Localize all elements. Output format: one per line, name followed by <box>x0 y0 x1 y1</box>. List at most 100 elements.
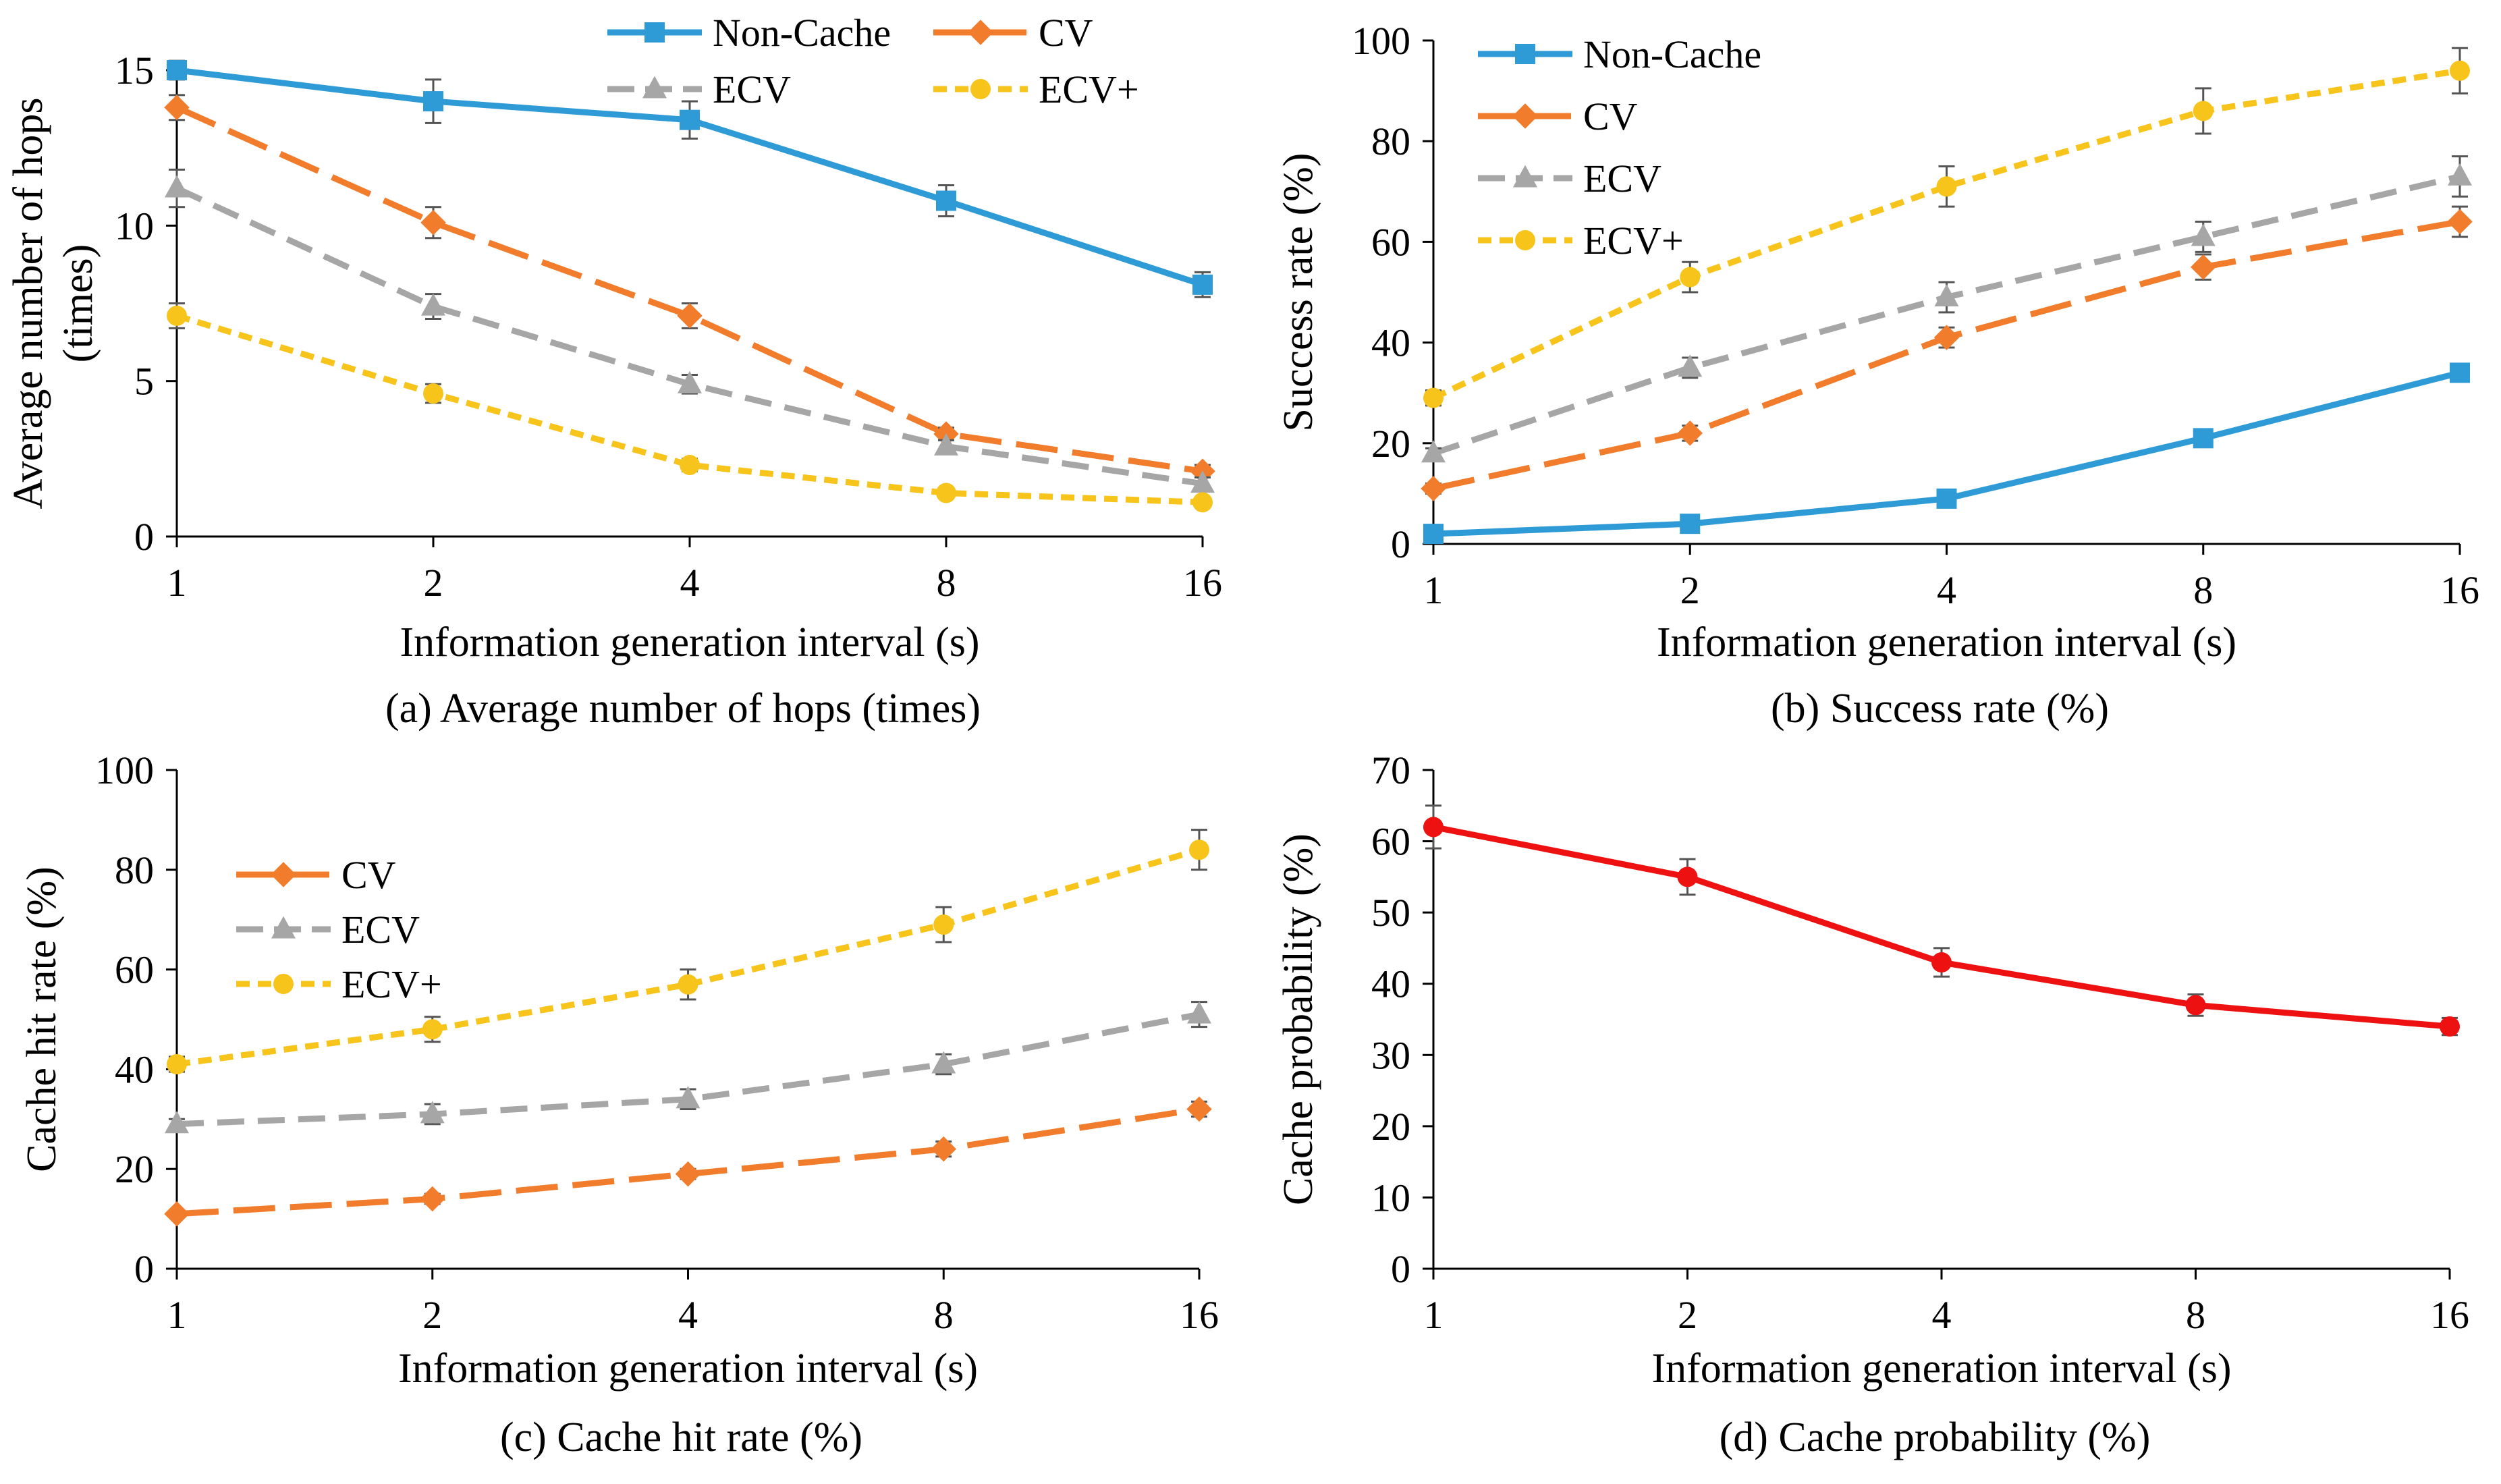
data-point-cv <box>931 1136 956 1162</box>
data-point-non_cache <box>1192 274 1213 295</box>
x-tick-label: 1 <box>1424 568 1444 612</box>
series-ecv <box>1421 155 2472 463</box>
x-tick-label: 8 <box>934 1293 954 1337</box>
data-point-ecv <box>1190 470 1215 493</box>
legend-label: Non-Cache <box>1583 32 1761 76</box>
x-tick-label: 16 <box>1180 1293 1219 1337</box>
legend-marker-ecv_plus <box>273 974 294 994</box>
y-axis-title: Success rate (%) <box>1275 153 1321 431</box>
x-tick-label: 4 <box>1937 568 1956 612</box>
legend-item-ecv: ECV <box>1478 157 1661 200</box>
y-tick-label: 50 <box>1371 891 1410 935</box>
y-tick-label: 60 <box>115 948 154 992</box>
legend-item-ecv: ECV <box>236 908 420 952</box>
data-point-non_cache <box>680 109 700 130</box>
legend-item-non_cache: Non-Cache <box>1478 32 1761 76</box>
chart-caption: (b) Success rate (%) <box>1771 686 2109 732</box>
data-point-cv <box>1933 325 1960 350</box>
legend-label: CV <box>341 853 396 897</box>
series-line-ecv_plus <box>1432 67 2461 401</box>
data-point-ecv_plus <box>678 974 698 995</box>
data-point-cache_prob <box>2440 1016 2460 1037</box>
x-tick-label: 4 <box>1932 1293 1952 1337</box>
series-line-non_cache <box>1433 369 2461 537</box>
data-point-non_cache <box>1680 514 1701 534</box>
x-tick-label: 1 <box>1424 1293 1444 1337</box>
data-point-ecv_plus <box>936 483 956 503</box>
data-point-ecv <box>934 433 958 456</box>
data-point-ecv_plus <box>1189 840 1209 860</box>
data-point-ecv_plus <box>422 1019 443 1040</box>
data-point-cv <box>164 94 190 121</box>
y-tick-label: 10 <box>115 204 154 248</box>
data-point-ecv <box>421 293 445 316</box>
y-tick-label: 20 <box>115 1147 154 1191</box>
x-tick-label: 8 <box>2186 1293 2205 1337</box>
y-tick-label: 0 <box>1391 522 1410 566</box>
data-point-ecv <box>165 175 189 198</box>
y-axis-title: Cache hit rate (%) <box>19 867 65 1172</box>
x-tick-label: 2 <box>424 561 443 605</box>
y-tick-label: 100 <box>95 748 154 792</box>
data-point-ecv <box>1934 283 1959 306</box>
data-point-ecv_plus <box>167 305 187 326</box>
series-ecv_plus <box>167 829 1209 1075</box>
chart-b: 0 20 40 60 80 100 1 2 4 8 16 Information generation… <box>1275 19 2479 732</box>
legend-item-ecv_plus: ECV+ <box>933 67 1139 111</box>
data-point-non_cache <box>936 190 956 211</box>
y-axis-title: Cache probability (%) <box>1275 833 1321 1205</box>
data-point-ecv_plus <box>1936 176 1957 197</box>
y-tick-label: 80 <box>1371 119 1410 163</box>
data-point-ecv <box>1678 354 1703 377</box>
data-point-ecv <box>676 1086 700 1109</box>
data-point-ecv_plus <box>423 383 443 404</box>
data-point-cv <box>675 1161 701 1187</box>
data-point-ecv_plus <box>933 914 954 935</box>
y-tick-label: 30 <box>1371 1033 1410 1077</box>
chart-caption: (a) Average number of hops (times) <box>385 686 981 732</box>
data-point-cv <box>1186 1096 1212 1122</box>
legend-item-ecv_plus: ECV+ <box>1478 219 1684 263</box>
data-point-cv <box>2447 209 2473 235</box>
legend-marker-ecv <box>271 916 296 939</box>
data-point-ecv <box>1187 1001 1211 1024</box>
data-point-ecv <box>165 1111 189 1134</box>
legend-item-non_cache: Non-Cache <box>607 11 891 55</box>
data-point-ecv <box>2448 163 2472 186</box>
legend-label: ECV+ <box>1583 219 1684 263</box>
y-tick-label: 0 <box>134 515 154 559</box>
series-ecv_plus <box>1423 47 2470 408</box>
data-point-cv <box>2191 254 2216 280</box>
y-tick-label: 20 <box>1371 422 1410 466</box>
data-point-ecv_plus <box>680 455 700 476</box>
data-point-non_cache <box>1936 488 1957 509</box>
x-axis-title: Information generation interval (s) <box>1657 620 2236 665</box>
legend-label: ECV <box>1583 157 1661 200</box>
legend-marker-ecv_plus <box>1515 230 1535 250</box>
series-ecv <box>165 168 1215 493</box>
series-cv <box>1421 205 2473 501</box>
data-point-cv <box>677 303 703 329</box>
series-line-ecv_plus <box>176 846 1201 1068</box>
legend-marker-ecv <box>642 76 667 99</box>
legend-item-cv: CV <box>933 11 1093 55</box>
legend-item-cv: CV <box>1478 94 1638 138</box>
x-tick-label: 16 <box>1183 561 1222 605</box>
legend-label: ECV <box>713 67 791 111</box>
y-tick-label: 10 <box>1371 1176 1410 1219</box>
y-axis-title: Average number of hops <box>5 97 51 509</box>
legend-marker-non_cache <box>1515 44 1535 64</box>
data-point-cache_prob <box>2185 995 2206 1016</box>
x-axis-title: Information generation interval (s) <box>1651 1346 2231 1392</box>
data-point-non_cache <box>167 60 187 80</box>
data-point-ecv <box>931 1051 956 1074</box>
chart-caption: (d) Cache probability (%) <box>1720 1414 2151 1460</box>
y-tick-label: 40 <box>115 1047 154 1091</box>
data-point-ecv_plus <box>1680 267 1701 287</box>
legend-label: CV <box>1039 11 1093 55</box>
data-point-cv <box>1677 420 1703 446</box>
series-line-cache_prob <box>1433 824 2450 1030</box>
data-point-cache_prob <box>1423 817 1444 837</box>
data-point-non_cache <box>423 91 443 112</box>
